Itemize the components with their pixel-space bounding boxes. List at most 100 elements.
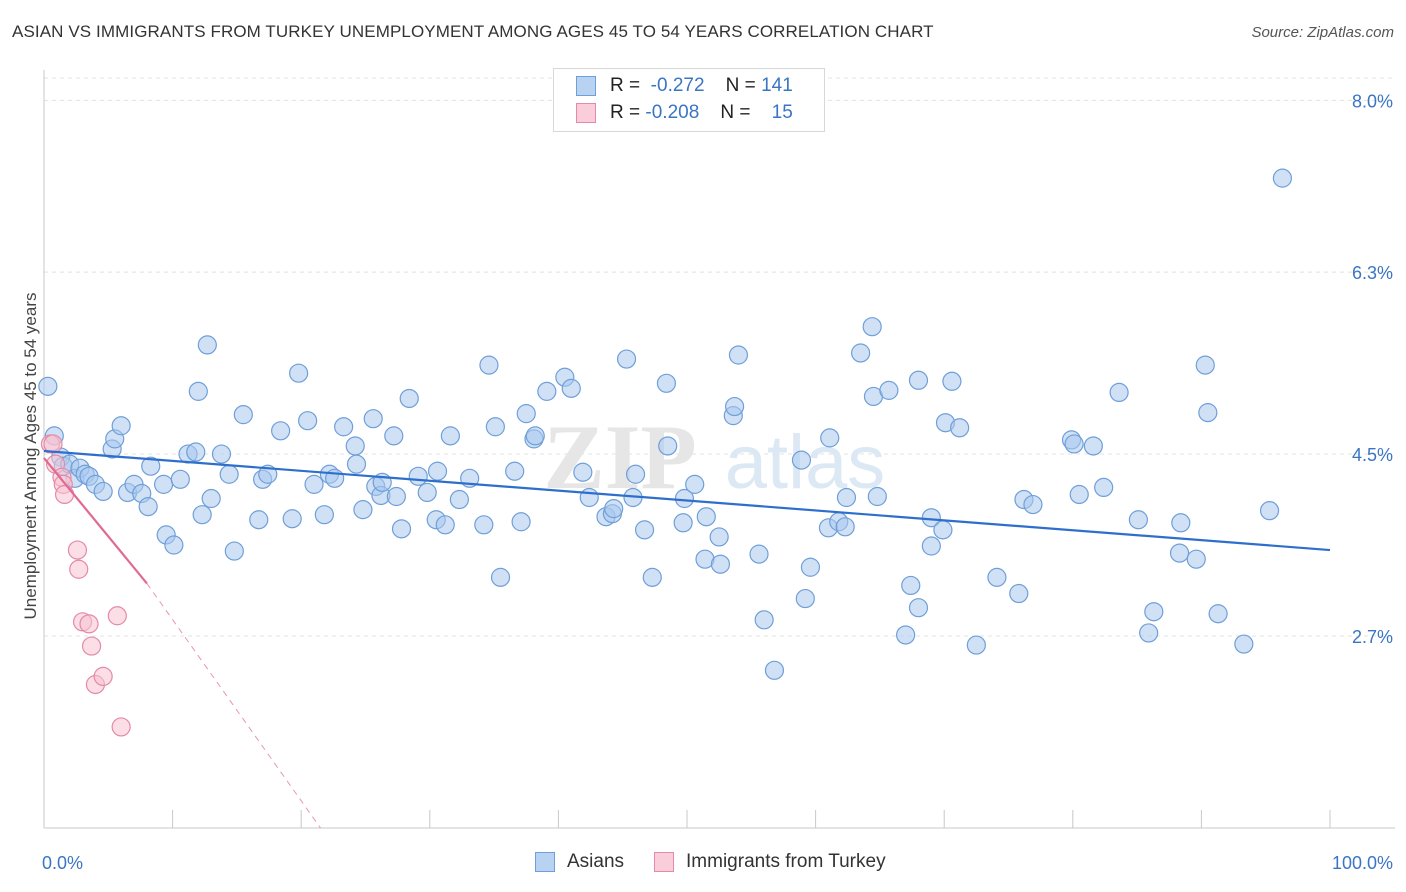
y-axis-title: Unemployment Among Ages 45 to 54 years bbox=[21, 293, 40, 620]
point-asians bbox=[298, 411, 318, 431]
point-asians bbox=[1259, 501, 1280, 521]
point-asians bbox=[511, 512, 531, 532]
point-asians bbox=[696, 507, 716, 527]
legend-n-value: 15 bbox=[771, 102, 793, 123]
axis-labels: 2.7% 4.5% 6.3% 8.0% 0.0% 100.0% Unemployment A… bbox=[21, 91, 1393, 873]
point-asians bbox=[800, 557, 821, 577]
point-turkey bbox=[54, 484, 75, 505]
point-asians bbox=[835, 517, 855, 537]
point-asians bbox=[867, 486, 887, 507]
point-asians bbox=[836, 487, 857, 508]
point-asians bbox=[271, 421, 291, 441]
point-asians bbox=[1208, 604, 1228, 624]
point-asians bbox=[950, 418, 970, 438]
point-asians bbox=[754, 610, 774, 630]
point-asians bbox=[1064, 434, 1084, 454]
point-asians bbox=[656, 373, 677, 393]
point-asians bbox=[485, 417, 505, 437]
stats-legend: R = -0.272 N = 141 R = -0.208 N = 15 bbox=[553, 68, 825, 132]
point-asians bbox=[111, 416, 131, 436]
legend-n-label: N = bbox=[720, 102, 751, 123]
point-asians bbox=[138, 497, 158, 517]
series-legend: Asians Immigrants from Turkey bbox=[535, 851, 916, 873]
point-asians bbox=[921, 536, 941, 556]
point-asians bbox=[685, 474, 705, 494]
point-asians bbox=[1128, 510, 1148, 530]
point-asians bbox=[573, 462, 593, 482]
legend-n-value: 141 bbox=[761, 75, 793, 96]
point-asians bbox=[1186, 549, 1206, 569]
point-asians bbox=[427, 461, 448, 481]
point-turkey bbox=[107, 606, 127, 626]
y-tick-label: 2.7% bbox=[1352, 627, 1393, 647]
point-asians bbox=[164, 535, 184, 555]
point-asians bbox=[908, 370, 929, 390]
point-asians bbox=[879, 380, 899, 400]
legend-r-label: R = bbox=[610, 75, 641, 96]
point-asians bbox=[345, 436, 365, 456]
point-asians bbox=[1169, 543, 1190, 563]
point-turkey bbox=[111, 717, 131, 737]
point-turkey bbox=[43, 434, 63, 454]
series-label-asians: Asians bbox=[567, 851, 625, 872]
point-asians bbox=[537, 381, 557, 401]
point-asians bbox=[1009, 583, 1029, 604]
series-legend-turkey[interactable]: Immigrants from Turkey bbox=[654, 851, 886, 873]
point-turkey bbox=[93, 666, 113, 687]
y-tick-label: 4.5% bbox=[1352, 445, 1393, 465]
legend-row-asians: R = -0.272 N = 141 bbox=[576, 74, 793, 98]
point-asians bbox=[505, 461, 525, 481]
point-asians bbox=[795, 588, 815, 609]
point-asians bbox=[289, 363, 309, 383]
point-asians bbox=[901, 575, 921, 596]
point-asians bbox=[642, 567, 662, 587]
point-asians bbox=[658, 436, 678, 456]
source-label: Source: ZipAtlas.com bbox=[1251, 24, 1394, 41]
point-asians bbox=[363, 409, 383, 429]
trend-line-asians bbox=[43, 449, 1331, 552]
point-asians bbox=[141, 456, 161, 476]
point-asians bbox=[386, 486, 406, 507]
point-asians bbox=[479, 355, 499, 375]
point-asians bbox=[862, 317, 882, 337]
point-asians bbox=[851, 343, 871, 363]
point-asians bbox=[408, 466, 428, 486]
y-tick-label: 8.0% bbox=[1352, 91, 1393, 111]
point-asians bbox=[791, 450, 812, 470]
point-asians bbox=[673, 513, 693, 533]
point-asians bbox=[353, 500, 373, 520]
point-asians bbox=[1234, 634, 1254, 654]
legend-swatch-turkey bbox=[576, 103, 596, 123]
point-asians bbox=[391, 519, 412, 539]
point-asians bbox=[1272, 168, 1293, 188]
point-asians bbox=[384, 426, 404, 446]
point-asians bbox=[449, 489, 469, 510]
series-label-turkey: Immigrants from Turkey bbox=[686, 851, 886, 872]
point-asians bbox=[224, 541, 244, 561]
point-asians bbox=[417, 482, 437, 503]
point-turkey bbox=[69, 559, 89, 579]
legend-n-label: N = bbox=[725, 75, 756, 96]
point-asians bbox=[674, 488, 695, 509]
point-asians bbox=[1094, 477, 1114, 498]
point-asians bbox=[38, 376, 58, 396]
point-asians bbox=[933, 520, 953, 540]
point-asians bbox=[153, 474, 174, 494]
point-asians bbox=[435, 515, 455, 535]
series-legend-asians[interactable]: Asians bbox=[535, 851, 624, 873]
point-asians bbox=[764, 660, 785, 680]
point-asians bbox=[211, 444, 232, 464]
point-asians bbox=[186, 442, 206, 462]
point-asians bbox=[724, 396, 745, 417]
point-asians bbox=[304, 474, 324, 494]
point-turkey bbox=[81, 636, 102, 656]
point-asians bbox=[201, 488, 221, 509]
point-turkey bbox=[79, 614, 99, 634]
legend-r-label: R = bbox=[610, 102, 641, 123]
point-asians bbox=[314, 505, 334, 525]
point-asians bbox=[728, 345, 749, 365]
point-turkey bbox=[67, 540, 88, 560]
point-asians bbox=[579, 487, 599, 508]
series-swatch-turkey bbox=[654, 852, 675, 872]
point-asians bbox=[490, 567, 511, 587]
